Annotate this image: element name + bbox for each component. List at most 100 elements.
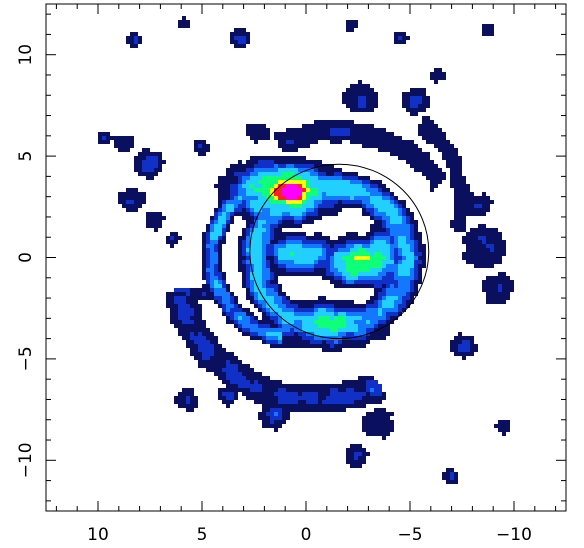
intensity-cell	[286, 268, 314, 272]
intensity-cell	[258, 300, 266, 304]
intensity-cell	[218, 176, 238, 180]
intensity-cell	[466, 260, 502, 264]
intensity-cell	[178, 304, 190, 308]
intensity-cell	[458, 344, 470, 348]
intensity-cell	[366, 328, 374, 332]
intensity-cell	[238, 364, 250, 368]
intensity-cell	[350, 464, 362, 468]
intensity-cell	[346, 104, 358, 108]
intensity-cell	[346, 276, 358, 280]
intensity-cell	[118, 200, 126, 204]
intensity-cell	[378, 312, 382, 316]
intensity-cell	[254, 140, 258, 144]
intensity-cell	[242, 232, 246, 236]
intensity-cell	[410, 272, 414, 276]
intensity-cell	[106, 136, 134, 140]
intensity-cell	[406, 304, 410, 308]
tick-labels: 10 5 0 −5 −10 10 5 0 −5 −10	[16, 44, 532, 545]
intensity-cell	[170, 320, 182, 324]
intensity-cell	[274, 256, 278, 260]
intensity-cell	[402, 296, 410, 300]
intensity-cell	[366, 188, 378, 192]
intensity-cell	[246, 236, 250, 240]
intensity-cell	[242, 252, 246, 256]
intensity-cell	[402, 100, 410, 104]
intensity-cell	[302, 392, 318, 396]
intensity-cell	[406, 300, 414, 304]
intensity-cell	[274, 272, 326, 276]
intensity-cell	[374, 236, 390, 240]
intensity-cell	[158, 164, 162, 168]
intensity-cell	[246, 132, 270, 136]
intensity-cell	[222, 272, 226, 276]
intensity-cell	[270, 324, 278, 328]
intensity-cell	[294, 172, 310, 176]
intensity-cell	[262, 264, 266, 268]
intensity-cell	[482, 192, 486, 196]
intensity-cell	[310, 196, 322, 200]
intensity-cell	[450, 168, 462, 172]
intensity-cell	[326, 240, 346, 244]
intensity-cell	[238, 268, 246, 272]
intensity-cell	[274, 184, 278, 188]
intensity-cell	[242, 248, 246, 252]
intensity-cell	[414, 284, 418, 288]
intensity-cell	[406, 160, 434, 164]
intensity-cell	[202, 292, 206, 296]
intensity-cell	[134, 164, 142, 168]
intensity-cell	[406, 220, 410, 224]
intensity-cell	[370, 252, 374, 256]
intensity-cell	[238, 252, 242, 256]
intensity-cell	[250, 292, 254, 296]
intensity-cell	[338, 248, 350, 252]
intensity-cell	[482, 280, 514, 284]
intensity-cell	[182, 388, 194, 392]
intensity-cell	[394, 240, 398, 244]
intensity-cell	[270, 272, 274, 276]
intensity-cell	[214, 228, 222, 232]
intensity-cell	[386, 228, 390, 232]
intensity-cell	[402, 308, 406, 312]
intensity-cell	[450, 344, 458, 348]
intensity-cell	[374, 232, 390, 236]
intensity-cell	[394, 252, 398, 256]
intensity-cell	[262, 208, 270, 212]
intensity-cell	[282, 332, 294, 336]
intensity-cell	[226, 208, 234, 212]
intensity-cell	[418, 132, 446, 136]
intensity-cell	[214, 212, 218, 216]
intensity-cell	[218, 280, 222, 284]
intensity-cell	[282, 336, 302, 340]
intensity-cell	[314, 120, 354, 124]
intensity-cell	[126, 40, 134, 44]
intensity-cell	[266, 244, 274, 248]
intensity-cell	[234, 28, 246, 32]
intensity-cell	[282, 192, 302, 196]
intensity-cell	[366, 336, 386, 340]
intensity-cell	[314, 304, 334, 308]
intensity-cell	[390, 192, 394, 196]
intensity-cell	[286, 304, 298, 308]
intensity-cell	[442, 156, 462, 160]
intensity-cell	[490, 248, 494, 252]
intensity-cell	[182, 336, 190, 340]
intensity-cell	[378, 324, 390, 328]
intensity-cell	[242, 316, 250, 320]
intensity-cell	[206, 248, 210, 252]
intensity-cell	[258, 172, 282, 176]
intensity-cell	[410, 284, 414, 288]
intensity-cell	[350, 252, 370, 256]
intensity-cell	[394, 40, 406, 44]
intensity-cell	[454, 228, 466, 232]
intensity-cell	[394, 272, 398, 276]
intensity-cell	[278, 292, 286, 296]
intensity-cell	[370, 228, 386, 232]
intensity-cell	[270, 212, 282, 216]
intensity-cell	[402, 248, 410, 252]
intensity-cell	[202, 332, 214, 336]
intensity-cell	[290, 204, 302, 208]
intensity-cell	[270, 264, 278, 268]
intensity-cell	[374, 216, 382, 220]
intensity-cell	[262, 388, 278, 392]
intensity-cell	[374, 288, 382, 292]
